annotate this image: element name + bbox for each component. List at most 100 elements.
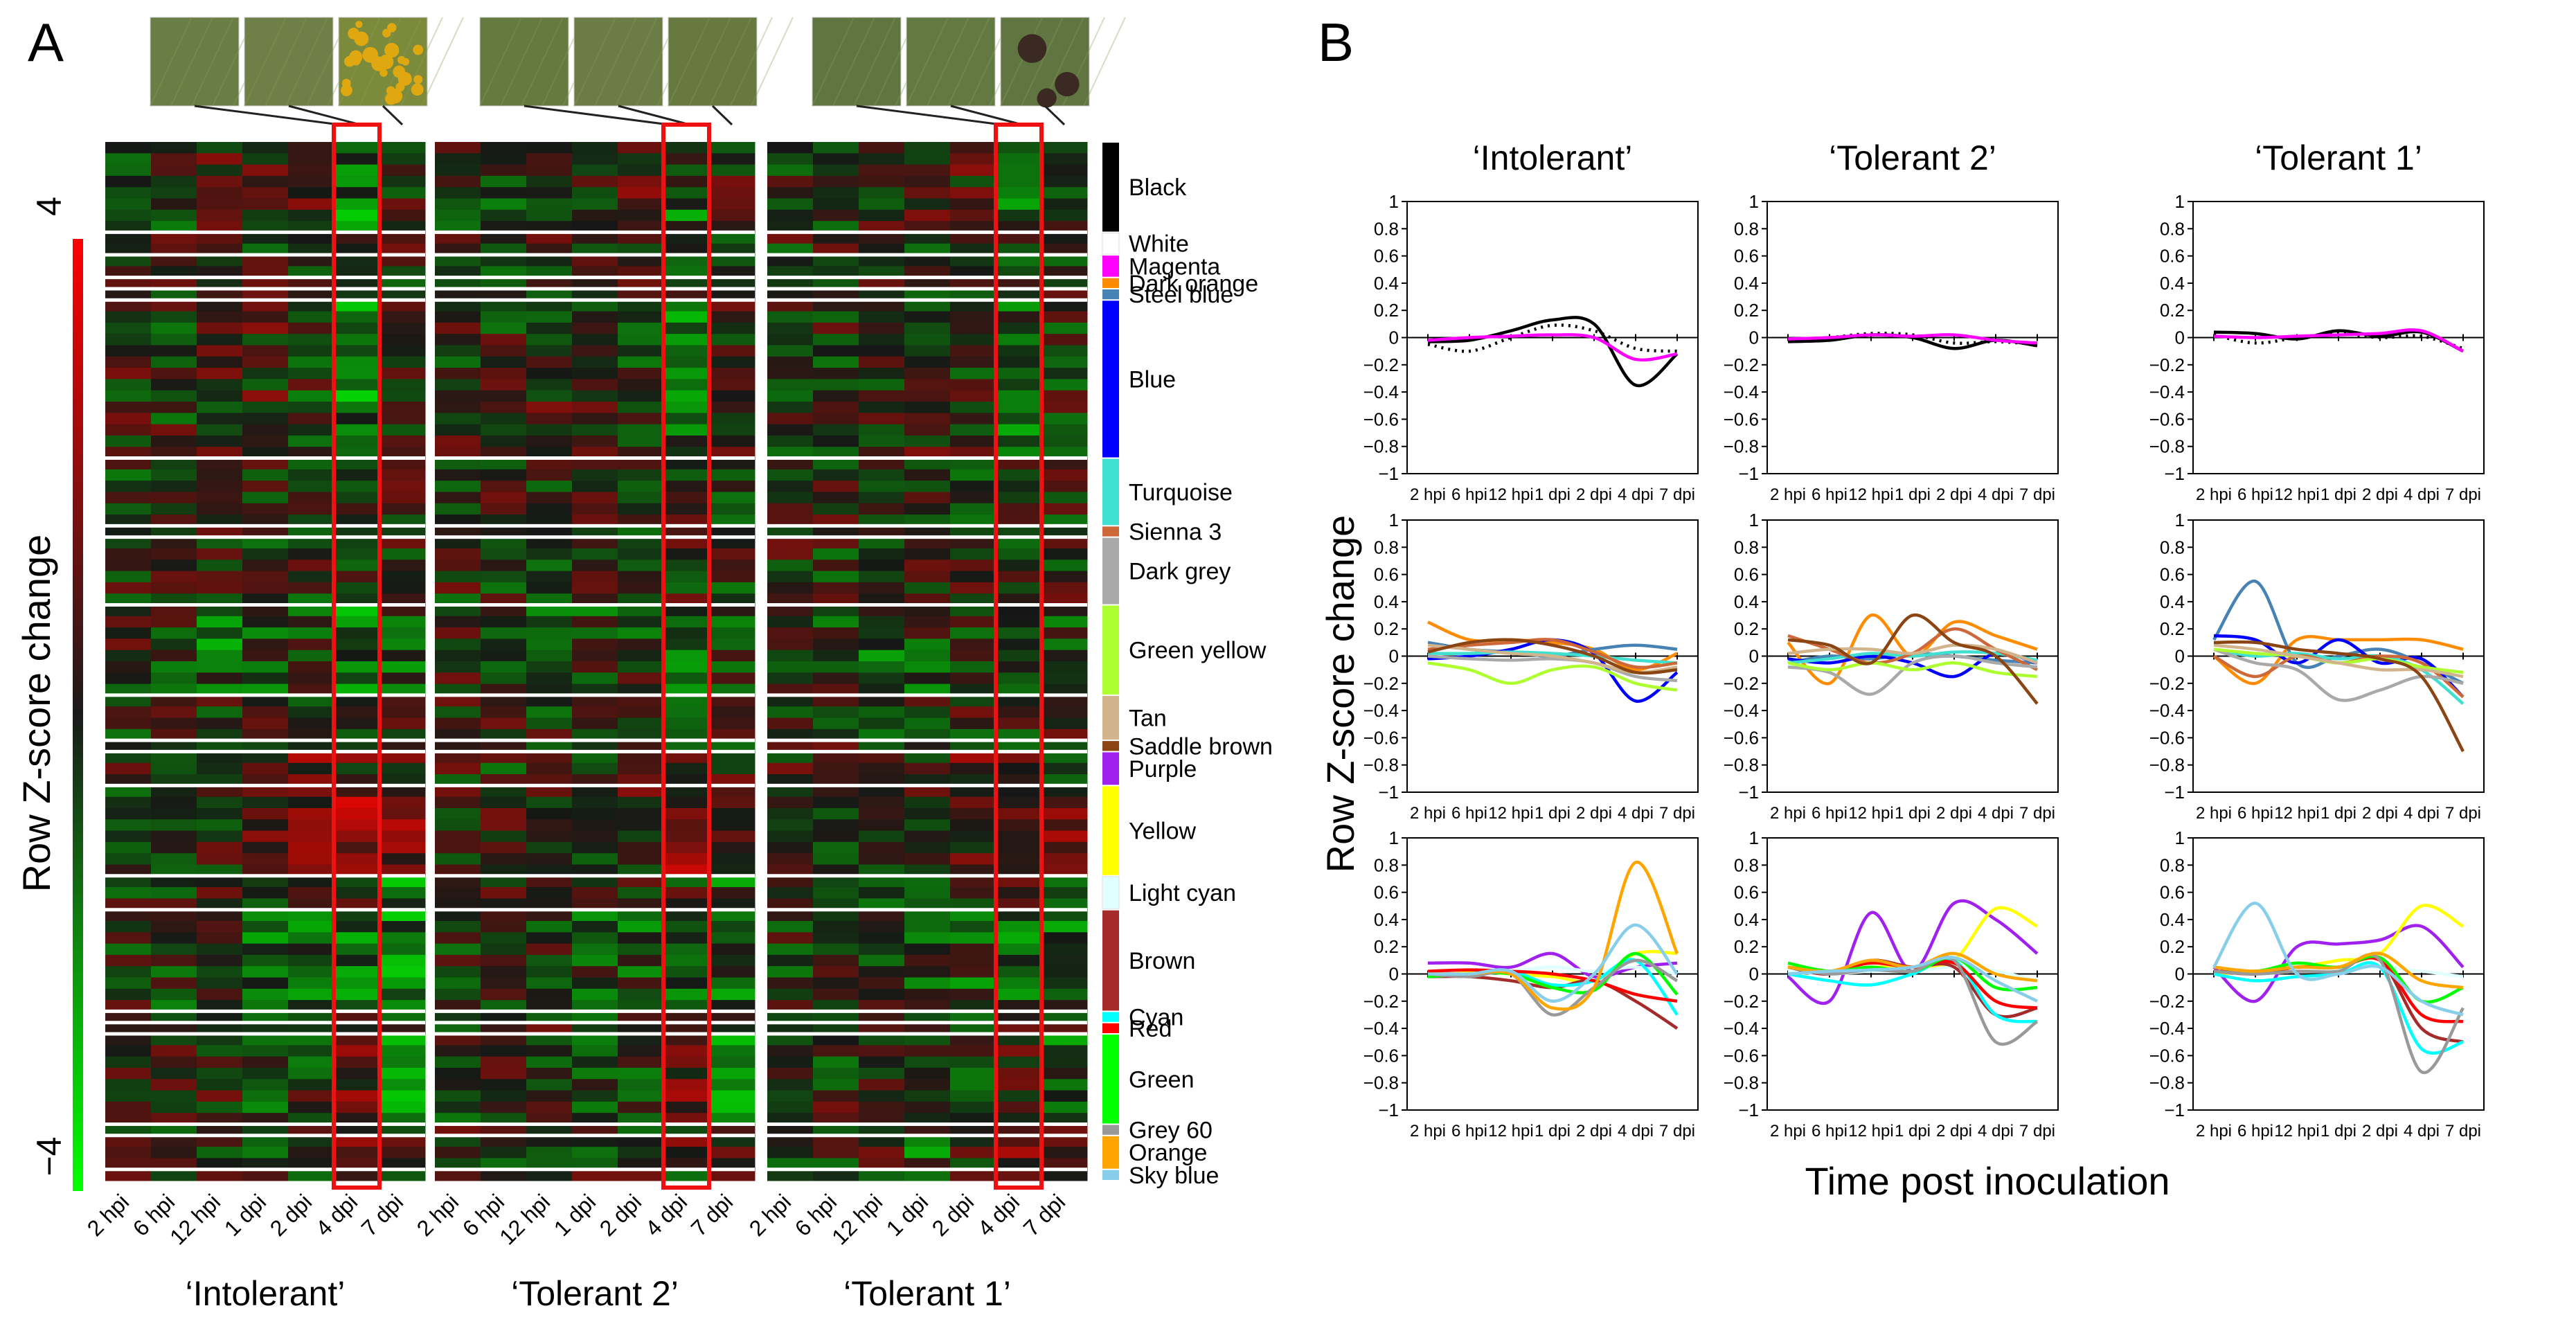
heatmap-cell [813, 977, 859, 990]
heatmap-cell [288, 209, 334, 222]
heatmap-cell [813, 638, 859, 651]
heatmap-cell [242, 605, 289, 617]
heatmap-cell [151, 1022, 197, 1035]
heatmap-cell [618, 368, 664, 379]
heatmap-cell [767, 706, 814, 719]
heatmap-cell [379, 288, 426, 301]
heatmap-cell [709, 966, 755, 978]
heatmap-cell [709, 243, 755, 256]
heatmap-cell [105, 796, 152, 809]
series-line-saddle-brown [1787, 613, 2039, 705]
y-tick-label: −0.8 [2149, 1073, 2185, 1093]
heatmap-cell [105, 774, 152, 786]
heatmap-cell [904, 875, 951, 888]
heatmap-cell [197, 334, 243, 346]
heatmap-cell [435, 1079, 481, 1091]
heatmap-cell [709, 830, 755, 843]
heatmap-cell [197, 853, 243, 865]
heatmap-cell [813, 582, 859, 594]
heatmap-cell [1041, 751, 1088, 764]
heatmap-x-tick: 2 dpi [927, 1189, 979, 1241]
heatmap-cell [859, 1000, 905, 1012]
heatmap-cell [105, 717, 152, 730]
heatmap-cell [242, 153, 289, 166]
y-tick-label: 0.8 [1734, 855, 1759, 875]
heatmap-cell [813, 627, 859, 639]
heatmap-cell [242, 1045, 289, 1057]
heatmap-cell [709, 762, 755, 775]
heatmap-cell [105, 638, 152, 651]
heatmap-cell [904, 560, 951, 572]
heatmap-cell [197, 616, 243, 628]
heatmap-cell [709, 582, 755, 594]
disease-spot [1055, 71, 1080, 97]
heatmap-cell [950, 966, 996, 978]
heatmap-cell [572, 785, 618, 798]
heatmap-cell [197, 830, 243, 843]
heatmap-cell [481, 921, 527, 933]
heatmap-cell [859, 277, 905, 289]
heatmap-cell [618, 458, 664, 470]
heatmap-cell [813, 966, 859, 978]
series-line-tan [1787, 643, 2038, 665]
heatmap-cell [526, 1034, 573, 1046]
heatmap-cell [481, 435, 527, 447]
heatmap-cell [334, 1045, 380, 1057]
heatmap-cell [904, 728, 951, 741]
heatmap-cell [242, 515, 289, 526]
heatmap-cell [813, 390, 859, 402]
y-tick-label: 0.4 [2160, 273, 2185, 294]
heatmap-cell [151, 311, 197, 323]
heatmap-cell [618, 1056, 664, 1068]
heatmap-cell [859, 571, 905, 583]
heatmap-cell [572, 1101, 618, 1113]
heatmap-cell [859, 853, 905, 865]
y-tick-label: 1 [2175, 510, 2185, 530]
y-tick-label: −0.4 [1724, 382, 1759, 402]
heatmap-cell [197, 548, 243, 560]
heatmap-cell [105, 198, 152, 211]
heatmap-cell [904, 1169, 951, 1181]
y-tick-label: 0.4 [2160, 909, 2185, 930]
heatmap-cell [151, 661, 197, 673]
heatmap-cell [288, 650, 334, 662]
heatmap-cell [105, 560, 152, 572]
heatmap-cell [334, 616, 380, 628]
heatmap-cell [572, 841, 618, 854]
x-tick-label: 2 dpi [2362, 485, 2398, 504]
y-tick-label: 0.6 [2160, 564, 2185, 585]
line-plot-panel: 10.80.60.40.20−0.2−0.4−0.6−0.8−12 hpi 6 h… [1363, 510, 1699, 823]
heatmap-cell [663, 345, 710, 357]
heatmap-cell [618, 1147, 664, 1158]
heatmap-cell [618, 932, 664, 945]
heatmap-cell [618, 988, 664, 1001]
heatmap-cell [288, 774, 334, 786]
heatmap-cell [859, 175, 905, 188]
heatmap-cell [379, 921, 426, 933]
heatmap-cell [572, 954, 618, 967]
heatmap-cell [663, 209, 710, 222]
heatmap-cell [481, 1067, 527, 1080]
heatmap-cell [288, 1101, 334, 1113]
heatmap-cell [242, 232, 289, 244]
module-swatch [1102, 526, 1119, 537]
heatmap-cell [197, 762, 243, 775]
heatmap-cell [813, 774, 859, 786]
heatmap-cell [859, 548, 905, 560]
heatmap-cell [904, 593, 951, 605]
heatmap-cell [904, 221, 951, 233]
leaf-photo [150, 17, 276, 107]
heatmap-cell [996, 887, 1042, 899]
module-label: Cyan [1129, 1005, 1183, 1031]
heatmap-cell [709, 187, 755, 199]
heatmap-cell [904, 785, 951, 798]
heatmap-cell [618, 266, 664, 278]
heatmap-cell [904, 1056, 951, 1068]
heatmap-cell [618, 390, 664, 402]
heatmap-cell [105, 503, 152, 515]
panel-b-label: B [1318, 12, 1354, 73]
leaf-photo-background [812, 17, 902, 107]
heatmap-cell [813, 1011, 859, 1023]
heatmap-cell [572, 153, 618, 166]
heatmap-cell [105, 447, 152, 459]
